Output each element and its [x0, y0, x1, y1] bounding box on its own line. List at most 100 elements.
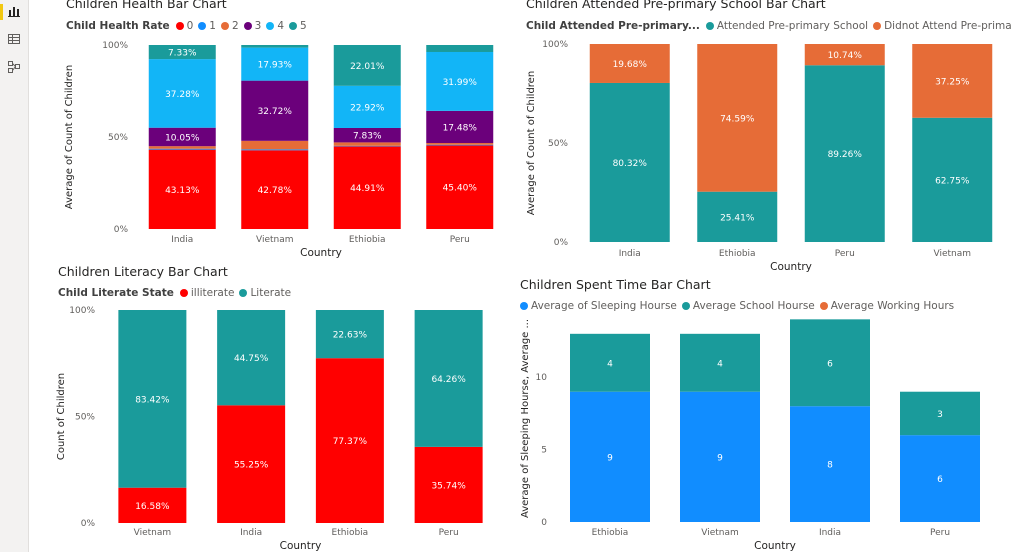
data-label: 44.91% — [350, 184, 385, 194]
data-label: 43.13% — [165, 186, 200, 196]
x-axis-title: Country — [770, 261, 812, 273]
legend-item[interactable]: 2 — [220, 20, 239, 32]
legend-label: Attended Pre-primary School — [716, 20, 869, 32]
bar-segment — [900, 391, 980, 436]
legend-item[interactable]: 4 — [266, 20, 284, 32]
bar-segment — [241, 150, 309, 229]
table-icon[interactable] — [7, 32, 21, 46]
bar-segment — [680, 333, 760, 392]
legend-item[interactable]: Didnot Attend Pre-primary School — [873, 20, 1011, 32]
legend-items: 0 1 2 3 4 5 — [175, 20, 312, 32]
data-label: 4 — [717, 359, 723, 369]
x-tick-label: Ethiobia — [719, 249, 756, 259]
bar-segment — [697, 44, 778, 192]
y-tick-label: 100% — [542, 40, 568, 50]
bar-segment — [118, 487, 187, 523]
chart-legend: Average of Sleeping Hourse Average School… — [520, 300, 959, 312]
y-tick-label: 5 — [541, 446, 547, 456]
data-label: 22.63% — [333, 331, 368, 341]
legend-title: Child Attended Pre-primary... — [526, 20, 700, 32]
y-tick-label: 0% — [114, 225, 129, 235]
report-sidebar — [0, 0, 29, 552]
data-label: 37.25% — [935, 77, 970, 87]
x-tick-label: Vietnam — [701, 528, 739, 538]
legend-items: illiterate Literate — [179, 287, 296, 299]
legend-item[interactable]: 5 — [289, 20, 307, 32]
bar-segment — [118, 310, 187, 488]
legend-items: Average of Sleeping Hourse Average School… — [520, 300, 959, 312]
legend-item[interactable]: Average Working Hours — [819, 300, 955, 312]
legend-item[interactable]: 0 — [175, 20, 193, 32]
x-axis-title: Country — [300, 247, 342, 259]
legend-label: 4 — [277, 20, 285, 32]
x-tick-label: Ethiobia — [349, 235, 386, 245]
bar-segment — [426, 110, 494, 144]
bar-segment — [241, 149, 309, 151]
data-label: 45.40% — [443, 184, 478, 194]
x-axis-title: Country — [754, 540, 796, 552]
chart-title: Children Health Bar Chart — [66, 0, 227, 11]
plot-area: 0% 50% 100% Average of Count of Children Cou… — [64, 41, 494, 259]
bar-segment — [804, 44, 885, 66]
y-tick-label: 10 — [536, 373, 548, 383]
legend-marker — [705, 22, 714, 30]
bar-segment — [912, 44, 993, 118]
bar-segment — [333, 145, 401, 147]
bar-segment — [148, 59, 216, 128]
bar-segment — [570, 391, 650, 522]
legend-item[interactable]: Literate — [239, 287, 291, 299]
data-label: 35.74% — [431, 481, 466, 491]
bar-segment — [912, 117, 993, 242]
y-tick-label: 50% — [75, 413, 95, 423]
bar-segment — [589, 44, 670, 83]
bar-segment — [333, 45, 401, 86]
legend-marker — [681, 302, 690, 310]
bar-segment — [148, 45, 216, 60]
data-label: 74.59% — [720, 114, 755, 124]
data-label: 44.75% — [234, 354, 269, 364]
time-chart: Children Spent Time Bar Chart Average of… — [510, 275, 1011, 552]
legend-item[interactable]: Attended Pre-primary School — [705, 20, 869, 32]
legend-marker — [819, 302, 828, 310]
legend-item[interactable]: illiterate — [179, 287, 234, 299]
plot-area: 0% 50% 100% Average of Count of Children Cou… — [526, 40, 993, 273]
plot-area: 0 5 10 Average of Sleeping Hourse, Average … — [520, 319, 980, 552]
chart-legend: Child Attended Pre-primary... Attended P… — [526, 20, 1011, 32]
bar-segment — [315, 358, 384, 523]
legend-item[interactable]: 3 — [243, 20, 262, 32]
data-label: 31.99% — [443, 78, 478, 88]
legend-label: 3 — [254, 20, 262, 32]
legend-label: Average Working Hours — [830, 300, 955, 312]
legend-marker — [520, 302, 528, 310]
report-icon[interactable] — [7, 4, 21, 18]
bar-segment — [241, 47, 309, 81]
legend-marker — [243, 22, 252, 30]
bar-segment — [426, 143, 494, 145]
y-tick-label: 100% — [102, 41, 128, 51]
model-icon[interactable] — [7, 60, 21, 74]
data-label: 8 — [827, 461, 833, 471]
bar-segment — [241, 140, 309, 150]
bar-segment — [426, 51, 494, 111]
legend-item[interactable]: Average of Sleeping Hourse — [520, 300, 677, 312]
bar-segment — [241, 80, 309, 141]
bar-segment — [790, 319, 870, 407]
legend-item[interactable]: 1 — [198, 20, 216, 32]
data-label: 9 — [607, 453, 613, 463]
y-tick-label: 0% — [81, 519, 96, 529]
y-tick-label: 50% — [108, 133, 128, 143]
legend-label: 1 — [209, 20, 216, 32]
bar-segment — [804, 65, 885, 242]
legend-marker — [179, 289, 188, 297]
chart-title: Children Literacy Bar Chart — [58, 264, 228, 279]
data-label: 4 — [607, 359, 613, 369]
legend-item[interactable]: Average School Hourse — [681, 300, 815, 312]
legend-title: Child Health Rate — [66, 20, 170, 32]
data-label: 9 — [717, 453, 723, 463]
bar-segment — [426, 45, 494, 52]
y-axis-title: Average of Count of Children — [526, 71, 537, 215]
data-label: 77.37% — [333, 437, 368, 447]
x-tick-label: India — [240, 528, 262, 538]
legend-marker — [239, 289, 248, 297]
bar-segment — [900, 435, 980, 522]
